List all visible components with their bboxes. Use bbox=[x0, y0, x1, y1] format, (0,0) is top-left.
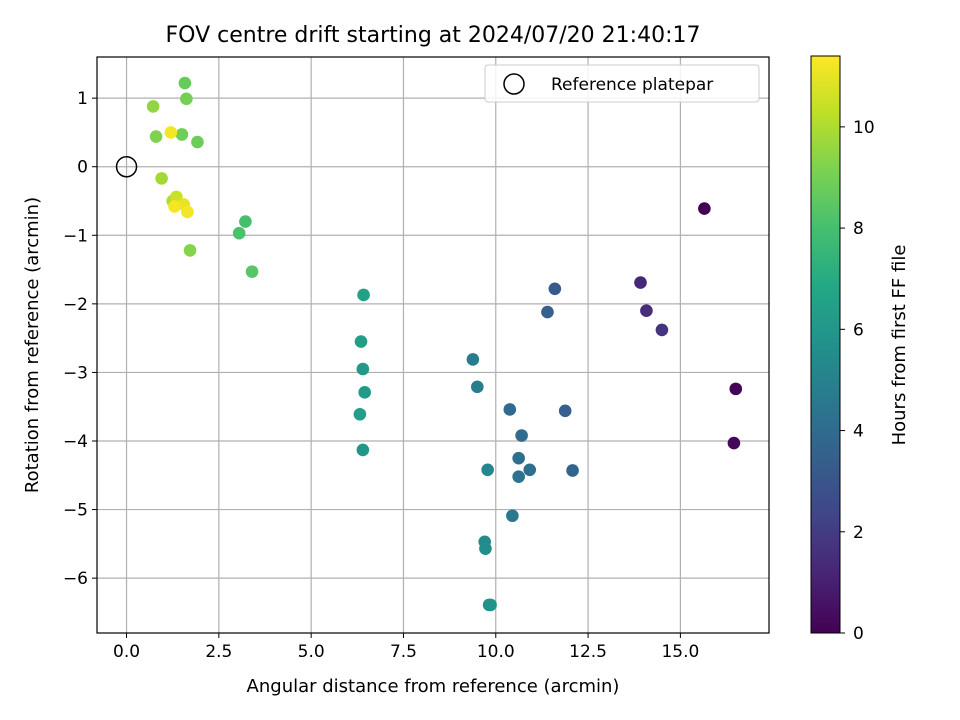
data-point bbox=[512, 451, 525, 465]
y-tick-label: −1 bbox=[63, 226, 88, 246]
colorbar-tick-label: 4 bbox=[853, 422, 864, 442]
x-tick-label: 12.5 bbox=[569, 642, 607, 662]
x-tick-label: 2.5 bbox=[205, 642, 232, 662]
y-tick-label: 1 bbox=[77, 89, 88, 109]
colorbar-tick-label: 10 bbox=[853, 118, 875, 138]
data-point bbox=[181, 205, 194, 219]
data-point bbox=[566, 464, 579, 477]
x-tick-label: 0.0 bbox=[113, 642, 140, 662]
y-tick-label: −6 bbox=[63, 569, 88, 589]
data-point bbox=[466, 353, 480, 366]
data-point bbox=[178, 76, 192, 90]
data-point bbox=[541, 305, 554, 319]
data-point bbox=[506, 509, 519, 523]
data-point bbox=[180, 92, 193, 106]
data-point bbox=[503, 403, 517, 416]
reference-point bbox=[115, 155, 138, 178]
data-point bbox=[512, 470, 525, 483]
data-point bbox=[515, 429, 528, 442]
colorbar-tick-label: 6 bbox=[853, 320, 864, 340]
data-point bbox=[727, 436, 741, 450]
y-tick-label: −4 bbox=[63, 432, 88, 452]
y-tick-label: 0 bbox=[77, 158, 88, 178]
data-point bbox=[698, 202, 711, 215]
data-point bbox=[729, 382, 743, 396]
chart-title: FOV centre drift starting at 2024/07/20 … bbox=[166, 23, 701, 48]
data-point bbox=[191, 135, 204, 149]
data-point bbox=[356, 362, 370, 376]
data-point bbox=[183, 244, 197, 257]
data-point bbox=[232, 226, 246, 240]
data-point bbox=[471, 380, 484, 394]
data-point bbox=[640, 304, 653, 318]
y-tick-label: −2 bbox=[63, 295, 88, 315]
plot-frame bbox=[96, 56, 770, 634]
legend: Reference platepar bbox=[484, 64, 760, 103]
data-point bbox=[146, 100, 160, 113]
x-axis-label: Angular distance from reference (arcmin) bbox=[247, 676, 620, 697]
y-tick-label: −5 bbox=[63, 501, 88, 521]
colorbar-tick-label: 8 bbox=[853, 219, 864, 239]
colorbar-ticks: 0 2 4 6 8 10 bbox=[840, 118, 875, 644]
data-point bbox=[356, 443, 370, 457]
grid-lines bbox=[97, 57, 769, 633]
y-axis-label: Rotation from reference (arcmin) bbox=[22, 197, 43, 493]
x-tick-label: 15.0 bbox=[661, 642, 699, 662]
data-point bbox=[354, 335, 368, 348]
y-axis-ticks: 1 0 −1 −2 −3 −4 −5 −6 bbox=[63, 89, 97, 589]
reference-marker bbox=[115, 155, 138, 178]
data-point bbox=[479, 542, 492, 555]
legend-reference-marker-icon bbox=[503, 73, 525, 95]
colorbar bbox=[810, 55, 841, 634]
data-point bbox=[558, 404, 572, 418]
colorbar-tick-label: 0 bbox=[853, 624, 864, 644]
legend-box bbox=[484, 64, 760, 103]
data-point bbox=[634, 276, 647, 289]
data-point bbox=[358, 386, 371, 399]
data-point bbox=[548, 282, 562, 296]
y-tick-label: −3 bbox=[63, 363, 88, 383]
data-point bbox=[481, 463, 494, 477]
data-point bbox=[239, 215, 252, 228]
x-tick-label: 7.5 bbox=[390, 642, 417, 662]
data-point bbox=[357, 288, 370, 302]
data-point bbox=[353, 407, 367, 421]
data-point bbox=[175, 128, 189, 141]
legend-entry-reference: Reference platepar bbox=[551, 75, 713, 95]
colorbar-tick-label: 2 bbox=[853, 523, 864, 543]
data-point bbox=[155, 172, 168, 185]
x-axis-ticks: 0.0 2.5 5.0 7.5 10.0 12.5 15.0 bbox=[113, 633, 699, 662]
data-point bbox=[164, 126, 178, 139]
colorbar-label: Hours from first FF file bbox=[889, 245, 910, 446]
data-point bbox=[655, 323, 669, 337]
data-point bbox=[245, 265, 259, 278]
x-tick-label: 10.0 bbox=[477, 642, 515, 662]
x-tick-label: 5.0 bbox=[298, 642, 325, 662]
data-point bbox=[523, 463, 537, 477]
data-point bbox=[168, 200, 181, 213]
data-points bbox=[146, 76, 743, 612]
data-point bbox=[149, 130, 163, 143]
data-point bbox=[484, 598, 497, 612]
